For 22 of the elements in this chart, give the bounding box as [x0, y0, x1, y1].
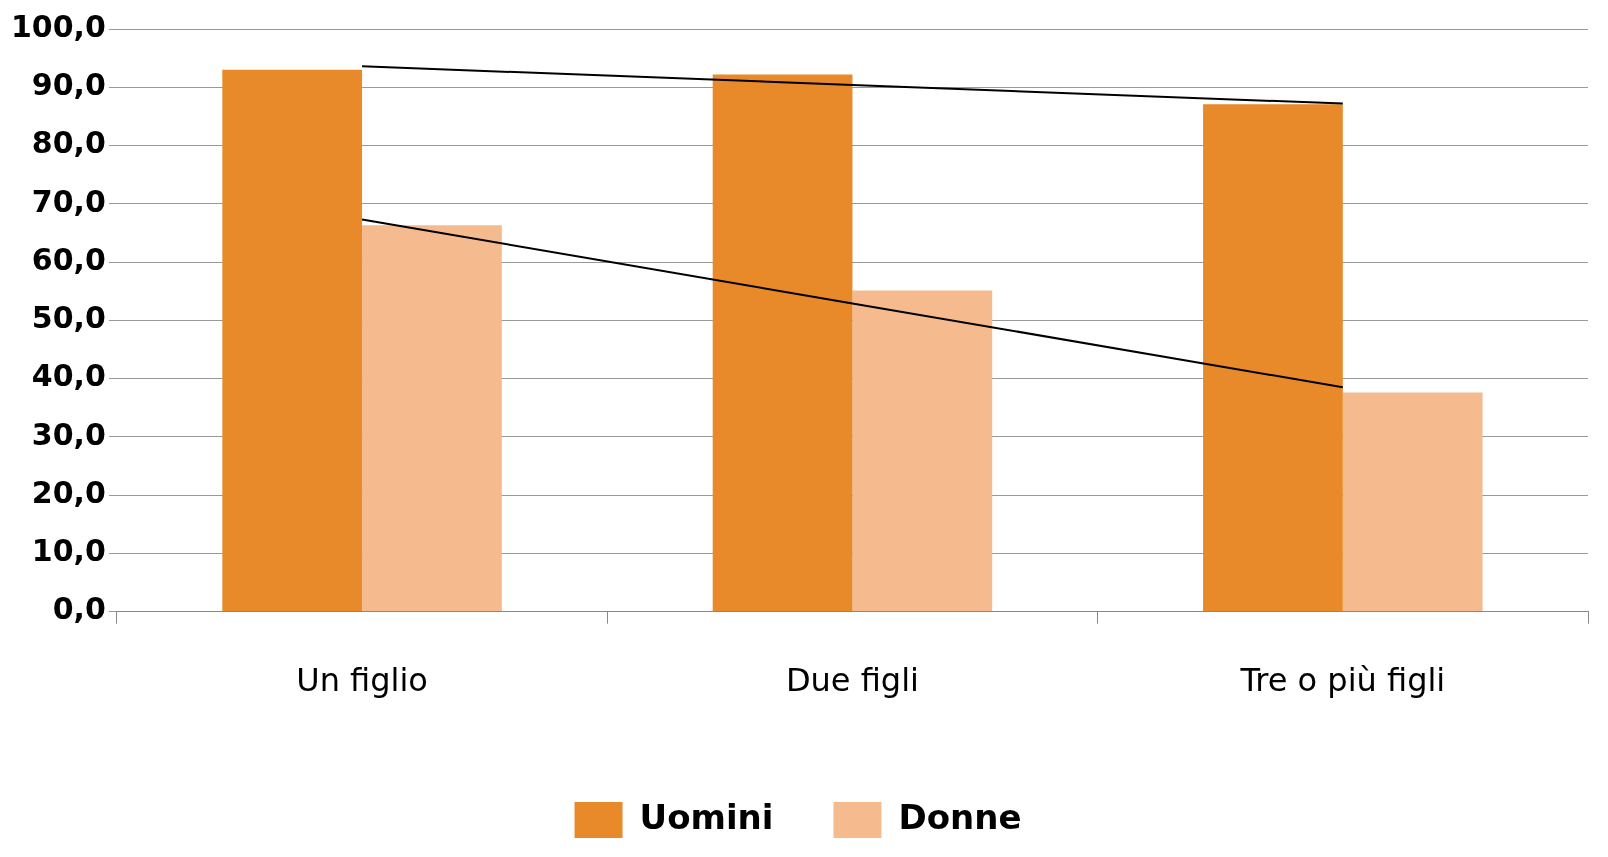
- bar: [222, 69, 363, 612]
- y-tick-label: 100,0: [10, 8, 106, 44]
- y-tick-label: 80,0: [31, 125, 106, 161]
- y-tick-label: 20,0: [31, 474, 106, 510]
- bar: [852, 290, 993, 612]
- y-tick-label: 0,0: [52, 591, 106, 627]
- y-tick-label: 50,0: [31, 300, 106, 336]
- y-tick-label: 90,0: [31, 67, 106, 103]
- y-tick-label: 60,0: [31, 241, 106, 277]
- bar: [712, 74, 853, 612]
- x-tick-label: Un figlio: [296, 661, 428, 700]
- x-tick-label: Due figli: [785, 661, 919, 700]
- bar: [1203, 104, 1343, 612]
- y-tick-label: 40,0: [31, 358, 106, 394]
- y-tick-label: 30,0: [31, 416, 106, 452]
- bar: [1342, 392, 1483, 612]
- y-tick-label: 70,0: [31, 183, 106, 219]
- bar: [362, 225, 502, 612]
- x-tick-label: Tre o più figli: [1239, 661, 1446, 700]
- y-tick-label: 10,0: [31, 533, 106, 569]
- legend-label: Donne: [898, 796, 1022, 837]
- legend-label: Uomini: [639, 796, 774, 837]
